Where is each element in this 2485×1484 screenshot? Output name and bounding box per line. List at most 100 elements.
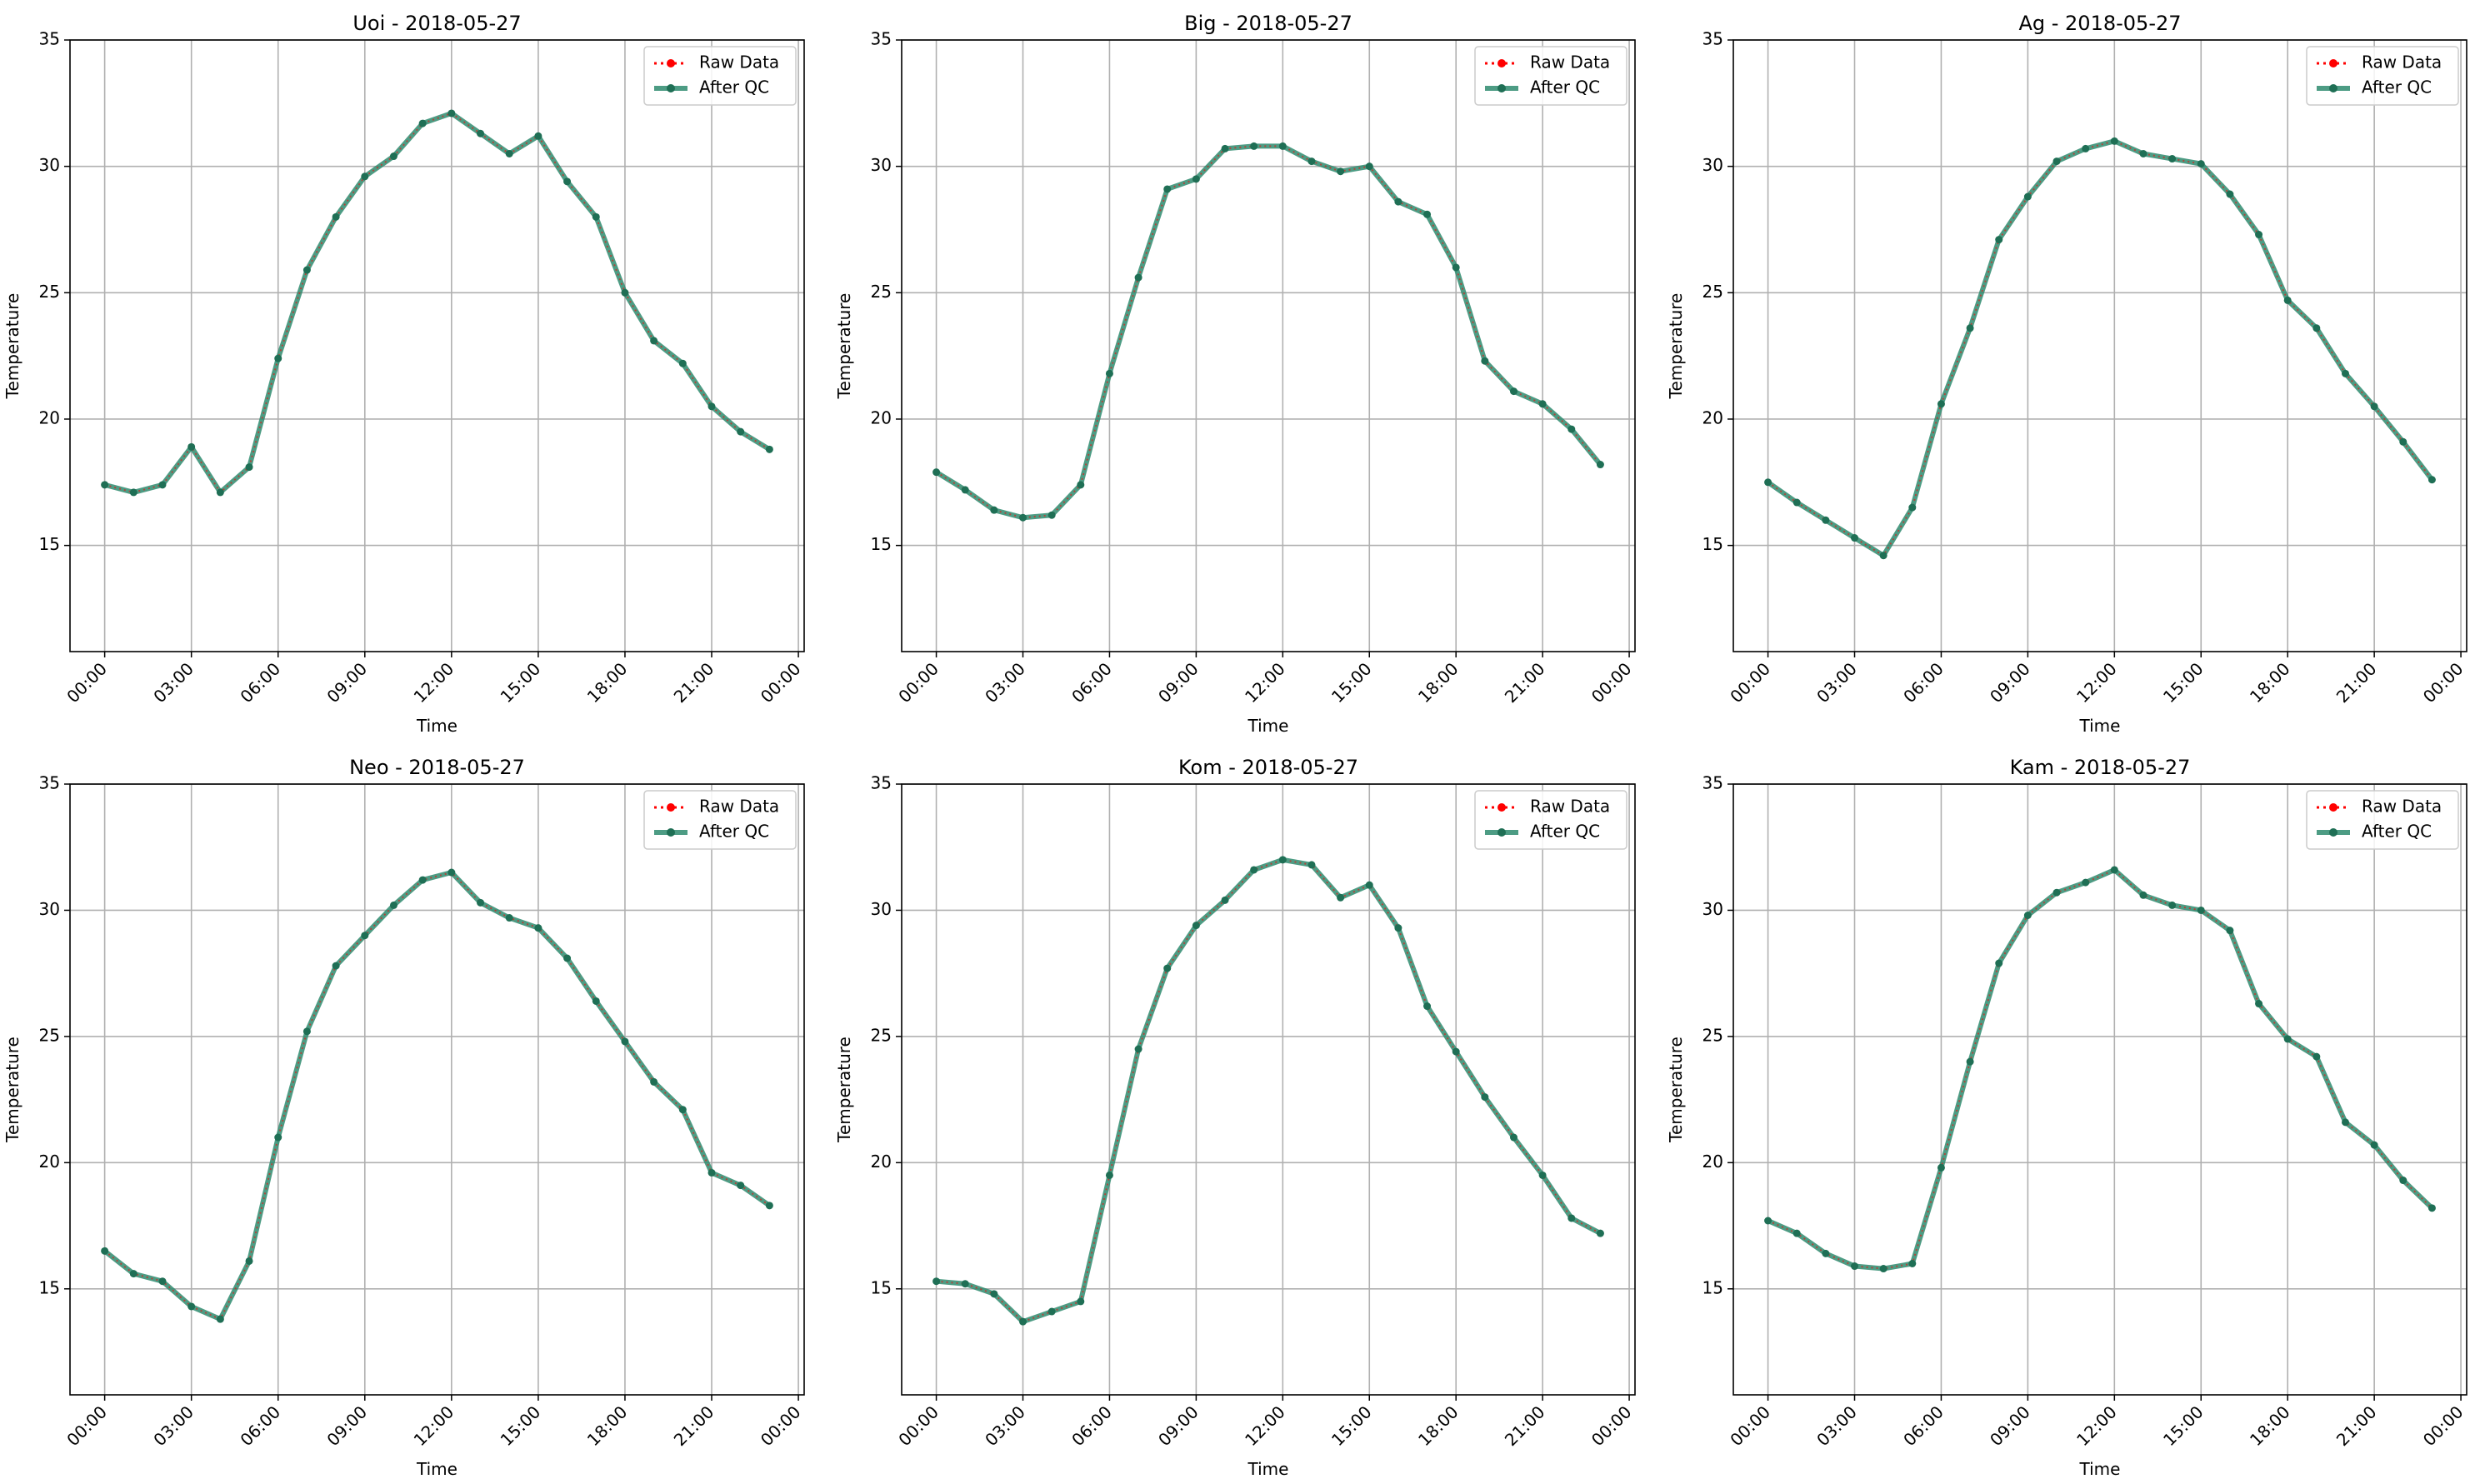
y-tick-label: 20 [871, 407, 892, 427]
data-point-after-qc [2197, 160, 2205, 168]
x-tick-label: 12:00 [1241, 658, 1289, 707]
data-point-after-qc [1481, 1093, 1489, 1102]
data-point-after-qc [389, 901, 398, 909]
data-point-after-qc [563, 177, 572, 186]
data-point-after-qc [2226, 190, 2234, 198]
legend-marker-raw [2329, 59, 2338, 67]
data-point-after-qc [961, 1280, 969, 1288]
data-point-after-qc [737, 1182, 745, 1190]
plot-area [902, 784, 1635, 1395]
y-tick-label: 15 [1702, 534, 1723, 554]
y-tick-label: 15 [871, 534, 892, 554]
data-point-after-qc [101, 1247, 109, 1255]
legend: Raw Data After QC [2306, 790, 2459, 850]
chart-title: Big - 2018-05-27 [1184, 12, 1352, 35]
axes-frame [69, 783, 805, 1396]
data-point-after-qc [129, 1270, 138, 1278]
x-tick-label: 00:00 [1588, 658, 1636, 707]
data-point-after-qc [1337, 167, 1345, 176]
data-point-after-qc [1937, 1163, 1945, 1172]
x-tick-label: 00:00 [2419, 1402, 2468, 1450]
data-point-after-qc [129, 488, 138, 497]
y-axis-label: Temperature [834, 293, 854, 400]
data-point-after-qc [534, 132, 542, 140]
data-point-after-qc [2052, 888, 2061, 897]
x-tick-label: 09:00 [322, 1402, 371, 1450]
legend: Raw Data After QC [1474, 46, 1628, 106]
x-tick-label: 21:00 [1501, 1402, 1549, 1450]
legend-label-raw: Raw Data [2362, 52, 2442, 72]
legend-marker-after-qc [2329, 84, 2338, 92]
data-point-after-qc [188, 1302, 196, 1311]
data-point-after-qc [1163, 964, 1172, 972]
data-point-after-qc [1452, 263, 1460, 272]
x-tick-label: 21:00 [2332, 1402, 2381, 1450]
legend-marker-after-qc [2329, 828, 2338, 837]
data-point-after-qc [1423, 210, 1432, 218]
y-tick-label: 35 [39, 773, 60, 793]
data-point-after-qc [505, 149, 513, 157]
data-point-after-qc [1250, 142, 1258, 150]
y-tick-label: 35 [871, 773, 892, 793]
data-point-after-qc [1337, 893, 1345, 902]
chart-title: Neo - 2018-05-27 [349, 756, 525, 779]
x-axis-label: Time [416, 1459, 458, 1479]
data-point-after-qc [1851, 1262, 1859, 1271]
x-tick-label: 21:00 [670, 1402, 718, 1450]
legend-marker-raw [2329, 803, 2338, 812]
data-point-after-qc [932, 1277, 941, 1286]
data-point-after-qc [2226, 927, 2234, 935]
x-tick-label: 09:00 [1986, 1402, 2034, 1450]
data-point-after-qc [708, 402, 716, 411]
x-tick-label: 12:00 [410, 1402, 458, 1450]
y-tick-label: 25 [1702, 282, 1723, 302]
chart-title: Kam - 2018-05-27 [2010, 756, 2191, 779]
y-axis-label: Temperature [1666, 1037, 1686, 1143]
data-point-after-qc [1764, 478, 1772, 487]
y-tick-label: 15 [871, 1277, 892, 1297]
y-tick-label: 30 [39, 899, 60, 919]
y-tick-label: 20 [1702, 407, 1723, 427]
data-point-after-qc [1221, 896, 1229, 904]
x-tick-label: 06:00 [1068, 1402, 1116, 1450]
legend-label-after-qc: After QC [2362, 77, 2432, 97]
data-point-after-qc [1077, 481, 1085, 489]
data-point-after-qc [1134, 273, 1142, 282]
data-point-after-qc [2283, 296, 2292, 304]
data-point-after-qc [2428, 476, 2436, 484]
chart-panel-4: 00:00 03:00 06:00 09:00 12:00 15:00 18:00 21:00… [2, 756, 805, 1479]
series-line-raw-data [1768, 140, 2433, 557]
data-point-after-qc [2283, 1035, 2292, 1043]
data-point-after-qc [1538, 400, 1547, 408]
legend-marker-after-qc [667, 84, 675, 92]
y-tick-label: 25 [39, 1025, 60, 1045]
x-tick-label: 06:00 [1899, 658, 1948, 707]
legend-marker-raw [667, 59, 675, 67]
y-axis-label: Temperature [1666, 293, 1686, 400]
plot-area [1733, 40, 2467, 652]
data-point-after-qc [332, 962, 340, 970]
data-point-after-qc [2110, 866, 2118, 874]
data-point-after-qc [961, 486, 969, 494]
data-point-after-qc [2370, 1141, 2378, 1149]
data-point-after-qc [1394, 924, 1402, 932]
data-point-after-qc [245, 463, 253, 472]
data-point-after-qc [1792, 498, 1801, 507]
x-tick-label: 03:00 [149, 658, 198, 707]
data-point-after-qc [2023, 912, 2032, 920]
x-tick-label: 21:00 [2332, 658, 2381, 707]
x-axis-label: Time [416, 716, 458, 736]
x-tick-label: 03:00 [1812, 658, 1861, 707]
x-tick-label: 15:00 [497, 658, 545, 707]
series-line-raw-data [936, 858, 1601, 1323]
legend-marker-raw [667, 803, 675, 812]
legend-label-raw: Raw Data [1530, 52, 1610, 72]
data-point-after-qc [1221, 144, 1229, 152]
x-tick-label: 00:00 [1588, 1402, 1636, 1450]
y-tick-label: 30 [871, 155, 892, 175]
legend-label-raw: Raw Data [699, 797, 779, 817]
data-point-after-qc [2312, 1052, 2321, 1061]
x-axis-label: Time [2079, 1459, 2121, 1479]
data-point-after-qc [1879, 552, 1888, 560]
